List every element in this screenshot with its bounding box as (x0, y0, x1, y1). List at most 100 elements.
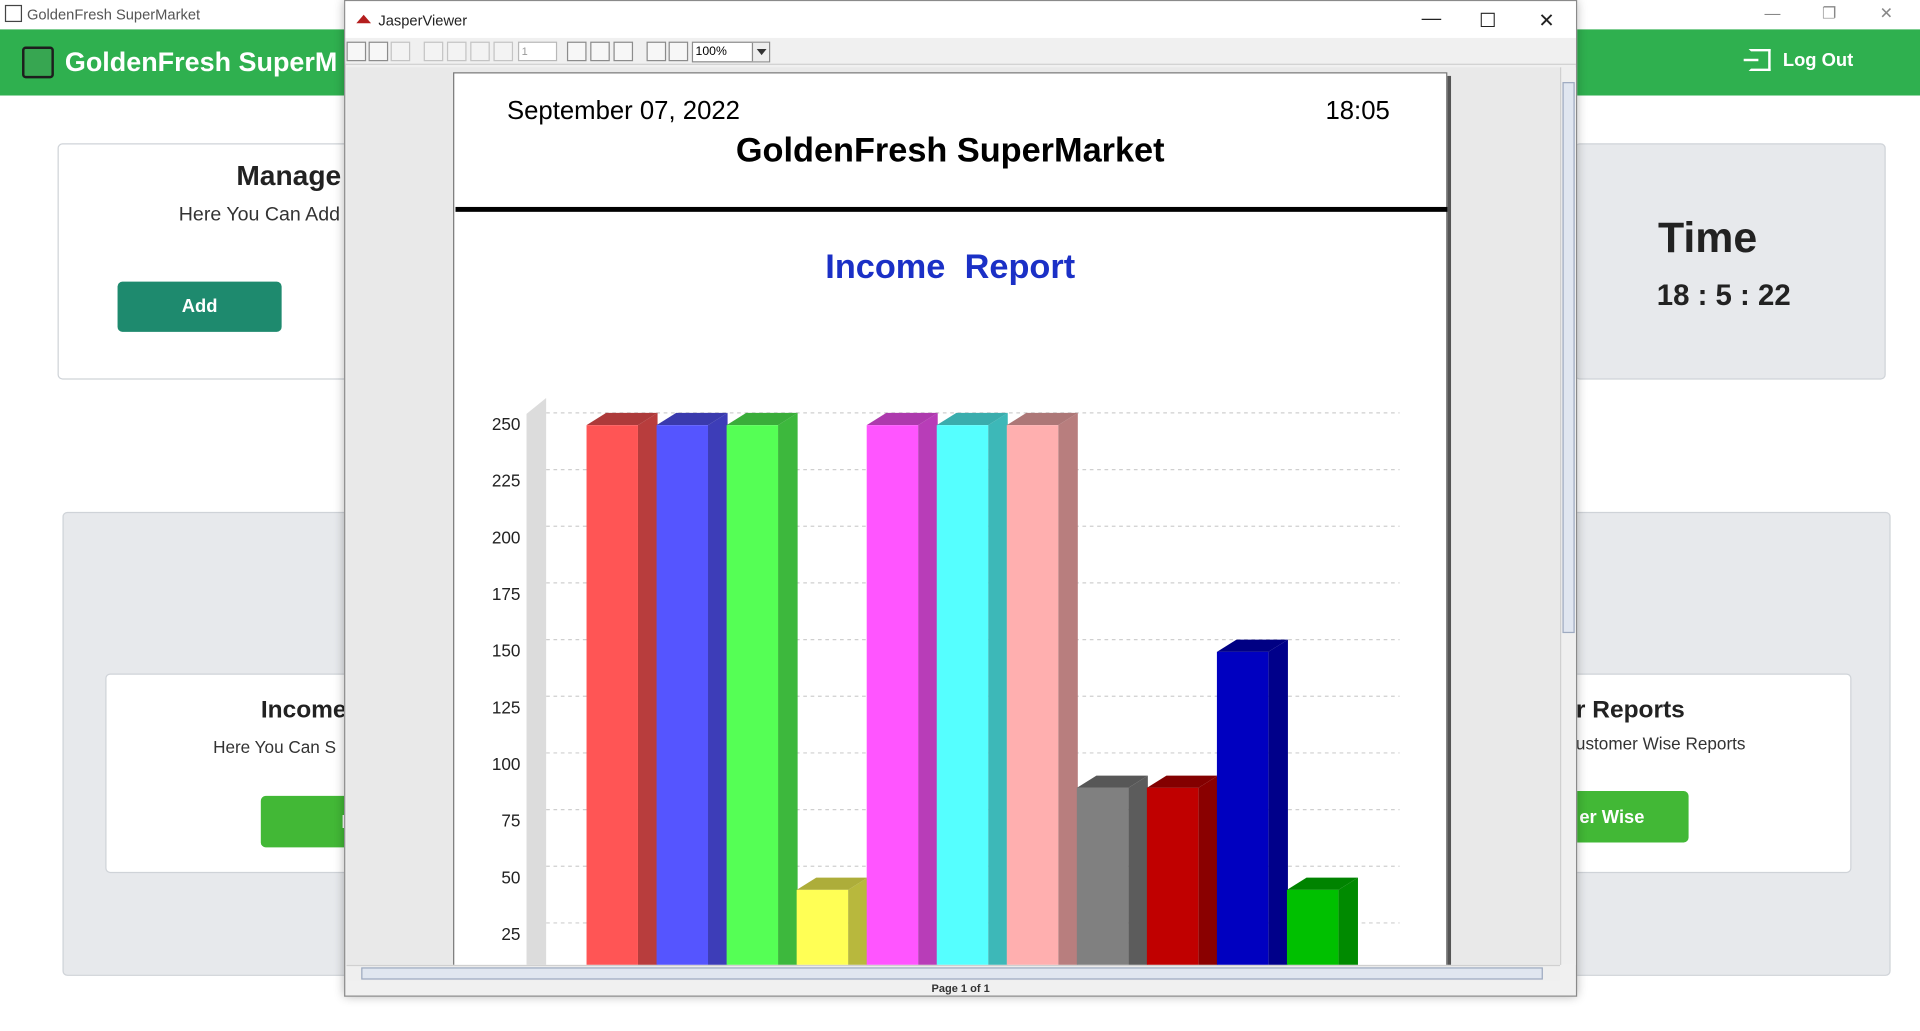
last-page-icon[interactable] (493, 41, 514, 62)
header-rule (455, 206, 1448, 212)
y-tick-label: 175 (492, 584, 521, 604)
y-tick-label: 150 (492, 641, 521, 661)
logout-icon (1743, 48, 1771, 72)
bar-top (936, 412, 1008, 426)
page-number-input[interactable]: 1 (517, 41, 558, 62)
bar-top (866, 412, 938, 426)
bar (1076, 787, 1129, 965)
bar-top (1216, 639, 1288, 652)
first-page-icon[interactable] (423, 41, 444, 62)
bar (586, 425, 638, 965)
bar (866, 425, 919, 965)
bar-side (778, 412, 798, 965)
logout-label: Log Out (1782, 49, 1854, 71)
bar (1216, 651, 1269, 965)
manage-card-subtitle: Here You Can Add (178, 204, 341, 226)
close-icon[interactable]: ✕ (1879, 3, 1893, 23)
y-tick-label: 200 (492, 527, 521, 547)
vertical-scroll-thumb[interactable] (1562, 82, 1575, 634)
page-status: Page 1 of 1 (931, 982, 990, 995)
jasper-icon (356, 14, 372, 24)
time-card-title: Time (1657, 214, 1758, 263)
report-viewport[interactable]: September 07, 2022 18:05 GoldenFresh Sup… (346, 67, 1561, 965)
report-time: 18:05 (1325, 96, 1390, 125)
manage-card-title: Manage (236, 159, 342, 192)
income-card-title: Income (260, 696, 347, 724)
y-tick-label: 75 (501, 811, 520, 831)
bar (726, 425, 779, 965)
zoom-select[interactable]: 100% (691, 41, 771, 63)
bar-side (1128, 775, 1148, 965)
vertical-scrollbar[interactable] (1560, 67, 1576, 965)
bar (1146, 787, 1199, 965)
next-page-icon[interactable] (470, 41, 490, 62)
bar (936, 425, 989, 965)
app-window-title: GoldenFresh SuperMarket (26, 6, 201, 24)
bar-top (586, 412, 658, 426)
viewer-title: JasperViewer (378, 12, 468, 30)
store-icon (4, 4, 23, 23)
chart-side-wall (526, 397, 547, 965)
bar-side (1198, 775, 1218, 965)
customer-wise-button[interactable]: er Wise (1556, 791, 1689, 843)
logout-button[interactable]: Log Out (1743, 45, 1854, 74)
bar-top (1006, 412, 1078, 426)
previous-page-icon[interactable] (446, 41, 467, 62)
store-logo-icon (22, 46, 54, 79)
bar-top (1146, 775, 1218, 788)
viewer-titlebar: JasperViewer — ☐ ✕ (345, 1, 1576, 38)
minimize-icon[interactable]: — (1764, 3, 1781, 23)
viewer-maximize-icon[interactable]: ☐ (1478, 11, 1497, 32)
customer-reports-subtitle: ustomer Wise Reports (1575, 733, 1746, 754)
zoom-out-icon[interactable] (668, 41, 689, 62)
manage-card: Manage Here You Can Add Add (57, 143, 364, 380)
fit-width-icon[interactable] (613, 41, 634, 62)
y-tick-label: 50 (501, 867, 520, 887)
bar-side (918, 412, 938, 965)
y-tick-label: 100 (492, 754, 521, 774)
bar-side (1058, 412, 1078, 965)
bar (1006, 425, 1059, 965)
report-title: Income Report (825, 247, 1076, 286)
reload-icon[interactable] (390, 41, 411, 62)
bar-top (796, 877, 868, 890)
restore-icon[interactable]: ❐ (1822, 3, 1837, 23)
report-company: GoldenFresh SuperMarket (735, 131, 1165, 169)
chevron-down-icon[interactable] (751, 42, 769, 62)
y-tick-label: 225 (492, 471, 521, 491)
bar-top (1286, 877, 1358, 890)
customer-reports-title: r Reports (1575, 696, 1685, 724)
bar-top (1076, 775, 1148, 788)
bar (1286, 889, 1339, 965)
zoom-value: 100% (695, 45, 727, 59)
brand-title: GoldenFresh SuperM (64, 46, 338, 78)
fit-page-icon[interactable] (590, 41, 610, 62)
viewer-toolbar: 1 100% (345, 37, 1576, 65)
horizontal-scrollbar[interactable] (346, 964, 1561, 981)
bar (656, 425, 709, 965)
income-bar-chart: 25 50 75 100 125 150 175 200 225 250 (492, 397, 1400, 965)
bar-top (656, 412, 728, 426)
customer-reports-card: r Reports ustomer Wise Reports er Wise (1555, 673, 1852, 874)
print-icon[interactable] (368, 41, 389, 62)
save-icon[interactable] (346, 41, 367, 62)
add-button[interactable]: Add (117, 281, 282, 332)
clock-value: 18 : 5 : 22 (1656, 279, 1791, 313)
bar-side (848, 877, 868, 965)
viewer-close-icon[interactable]: ✕ (1538, 11, 1555, 32)
y-tick-label: 25 (501, 924, 520, 944)
actual-size-icon[interactable] (566, 41, 587, 62)
bar (796, 889, 849, 965)
bar-side (637, 412, 658, 965)
zoom-in-icon[interactable] (646, 41, 667, 62)
viewer-minimize-icon[interactable]: — (1421, 8, 1442, 30)
y-tick-label: 250 (492, 414, 521, 434)
report-date: September 07, 2022 (506, 96, 740, 125)
income-card-subtitle: Here You Can S (213, 737, 337, 757)
horizontal-scroll-thumb[interactable] (361, 967, 1543, 980)
bar-top (726, 412, 798, 426)
y-tick-label: 125 (492, 697, 521, 717)
time-card: Time 18 : 5 : 22 (1574, 143, 1886, 380)
bar-side (988, 412, 1008, 965)
